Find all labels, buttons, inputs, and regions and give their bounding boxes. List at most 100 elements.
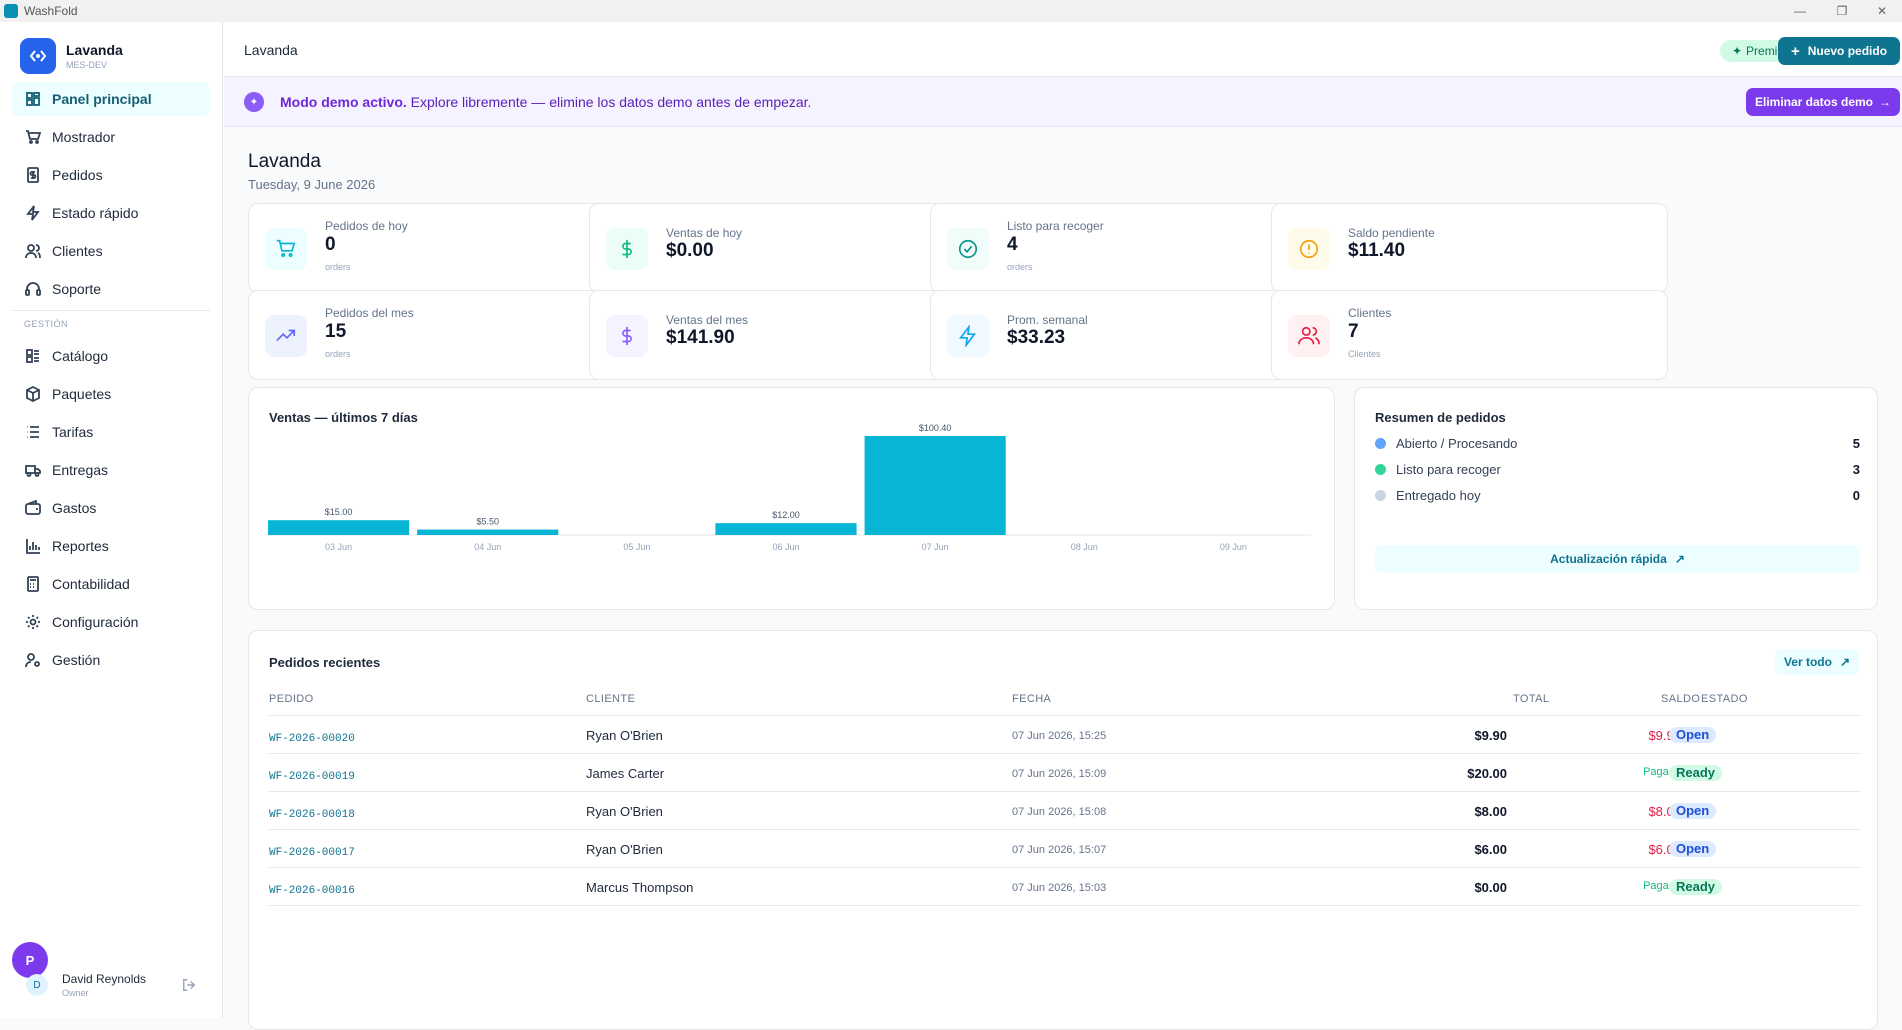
- nav-soporte[interactable]: Soporte: [12, 272, 210, 306]
- nav-estado-rapido[interactable]: Estado rápido: [12, 196, 210, 230]
- nav-gastos[interactable]: Gastos: [12, 491, 210, 525]
- brand-name: Lavanda: [66, 42, 123, 58]
- section-gestion: GESTIÓN: [12, 310, 210, 329]
- demo-banner: ✦ Modo demo activo. Explore libremente —…: [224, 77, 1902, 127]
- topbar: Lavanda ✦ Premium + Nuevo pedido: [224, 22, 1902, 77]
- nav-entregas[interactable]: Entregas: [12, 453, 210, 487]
- order-date: 07 Jun 2026, 15:07: [1012, 844, 1107, 856]
- summary-row-delivered: Entregado hoy 0: [1375, 485, 1860, 505]
- chart-bar[interactable]: [417, 529, 559, 535]
- chart-title: Ventas — últimos 7 días: [269, 410, 418, 425]
- stat-card: Saldo pendiente $11.40: [1271, 203, 1668, 293]
- nav-label: Reportes: [52, 538, 109, 554]
- new-order-button[interactable]: + Nuevo pedido: [1778, 37, 1900, 65]
- nav-clientes[interactable]: Clientes: [12, 234, 210, 268]
- nav-contabilidad[interactable]: Contabilidad: [12, 567, 210, 601]
- restore-icon[interactable]: ❐: [1836, 4, 1848, 18]
- summary-label: Listo para recoger: [1396, 461, 1501, 477]
- trending-up-icon: [265, 315, 307, 357]
- status-dot: [1375, 437, 1386, 449]
- client-name: Marcus Thompson: [586, 880, 694, 895]
- brand[interactable]: Lavanda MES-DEV: [20, 38, 123, 74]
- grid-icon: [24, 90, 42, 108]
- nav-pedidos[interactable]: Pedidos: [12, 158, 210, 192]
- stat-label: Prom. semanal: [1007, 313, 1088, 327]
- nav-label: Paquetes: [52, 386, 112, 402]
- avatar[interactable]: P: [12, 942, 48, 978]
- check-circle-icon: [947, 228, 989, 270]
- divider: [269, 867, 1861, 868]
- window-title: WashFold: [24, 4, 78, 18]
- stat-label: Saldo pendiente: [1348, 226, 1435, 240]
- nav-label: Catálogo: [52, 348, 109, 364]
- order-id-link[interactable]: WF-2026-00016: [269, 885, 355, 897]
- nav-label: Panel principal: [52, 91, 152, 107]
- x-tick-label: 08 Jun: [1071, 542, 1098, 552]
- table-row[interactable]: WF-2026-00020 Ryan O'Brien 07 Jun 2026, 15…: [249, 716, 1879, 754]
- nav-label: Entregas: [52, 462, 109, 478]
- alert-circle-icon: [1288, 228, 1330, 270]
- col-header-client[interactable]: CLIENTE: [586, 693, 636, 705]
- order-id-link[interactable]: WF-2026-00020: [269, 733, 355, 745]
- col-header-order[interactable]: PEDIDO: [269, 693, 314, 705]
- delete-demo-button[interactable]: Eliminar datos demo →: [1746, 88, 1900, 116]
- col-header-total[interactable]: TOTAL: [1513, 693, 1550, 705]
- stat-value: $11.40: [1348, 240, 1406, 261]
- nav-label: Configuración: [52, 614, 139, 630]
- stat-card: Clientes 7 Clientes: [1271, 290, 1668, 380]
- col-header-status[interactable]: ESTADO: [1701, 693, 1748, 705]
- nav-tarifas[interactable]: Tarifas: [12, 415, 210, 449]
- stat-card: Pedidos del mes 15 orders: [248, 290, 645, 380]
- chart-bar[interactable]: [864, 436, 1006, 535]
- quick-update-button[interactable]: Actualización rápida ↗: [1375, 545, 1860, 573]
- status-badge: Open: [1669, 841, 1717, 857]
- status-badge: Ready: [1669, 879, 1723, 895]
- user-panel[interactable]: P D David Reynolds Owner: [12, 942, 210, 1008]
- divider: [269, 715, 1861, 716]
- stat-unit: Clientes: [1348, 349, 1381, 359]
- view-all-button[interactable]: Ver todo ↗: [1775, 649, 1859, 675]
- recent-orders-card: Pedidos recientes Ver todo ↗ PEDIDO CLIE…: [248, 630, 1878, 1030]
- table-row[interactable]: WF-2026-00019 James Carter 07 Jun 2026, 15…: [249, 754, 1879, 792]
- stat-unit: orders: [1007, 262, 1033, 272]
- table-row[interactable]: WF-2026-00017 Ryan O'Brien 07 Jun 2026, 15…: [249, 830, 1879, 868]
- x-tick-label: 09 Jun: [1220, 542, 1247, 552]
- nav-paquetes[interactable]: Paquetes: [12, 377, 210, 411]
- col-header-date[interactable]: FECHA: [1012, 693, 1052, 705]
- divider: [269, 829, 1861, 830]
- col-header-balance[interactable]: SALDO: [1661, 693, 1701, 705]
- order-id-link[interactable]: WF-2026-00017: [269, 847, 355, 859]
- minimize-icon[interactable]: —: [1794, 4, 1806, 18]
- order-id-link[interactable]: WF-2026-00018: [269, 809, 355, 821]
- chart-bar[interactable]: [268, 520, 410, 535]
- demo-bold: Modo demo activo.: [280, 94, 407, 110]
- app-icon: [4, 4, 18, 18]
- nav-catalogo[interactable]: Catálogo: [12, 339, 210, 373]
- nav-reportes[interactable]: Reportes: [12, 529, 210, 563]
- nav-configuracion[interactable]: Configuración: [12, 605, 210, 639]
- stat-value: 15: [325, 321, 347, 342]
- stat-card: Ventas de hoy $0.00: [589, 203, 986, 293]
- nav-gestion[interactable]: Gestión: [12, 643, 210, 677]
- delete-demo-label: Eliminar datos demo: [1754, 95, 1874, 109]
- headset-icon: [24, 280, 42, 298]
- nav-panel-principal[interactable]: Panel principal: [12, 82, 210, 116]
- table-row[interactable]: WF-2026-00018 Ryan O'Brien 07 Jun 2026, 15…: [249, 792, 1879, 830]
- client-name: Ryan O'Brien: [586, 804, 663, 819]
- x-tick-label: 06 Jun: [772, 542, 799, 552]
- logout-icon[interactable]: [182, 978, 196, 997]
- avatar: D: [26, 974, 48, 996]
- summary-title: Resumen de pedidos: [1375, 410, 1506, 425]
- client-name: Ryan O'Brien: [586, 842, 663, 857]
- stat-label: Pedidos del mes: [325, 306, 414, 320]
- stat-card: Prom. semanal $33.23: [930, 290, 1327, 380]
- nav-mostrador[interactable]: Mostrador: [12, 120, 210, 154]
- stat-value: $33.23: [1007, 327, 1066, 348]
- chart-bar[interactable]: [715, 523, 857, 535]
- order-id-link[interactable]: WF-2026-00019: [269, 771, 355, 783]
- close-icon[interactable]: ✕: [1876, 4, 1888, 18]
- order-date: 07 Jun 2026, 15:09: [1012, 768, 1107, 780]
- table-row[interactable]: WF-2026-00016 Marcus Thompson 07 Jun 2026,…: [249, 868, 1879, 906]
- arrow-right-icon: →: [1879, 95, 1892, 109]
- dollar-icon: [606, 228, 648, 270]
